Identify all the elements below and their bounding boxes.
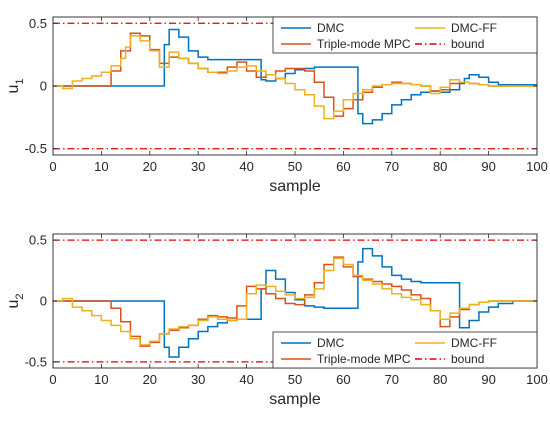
y-tick-label: 0 [40,294,47,309]
x-tick-label: 40 [239,372,253,387]
legend-label-dmc: DMC [317,21,345,35]
y-axis-label-subscript: 2 [14,293,26,299]
legend-label-bound: bound [451,352,484,366]
y-tick-label: 0 [40,79,47,94]
legend-label-triple-mode-mpc: Triple-mode MPC [317,352,411,366]
y-tick-label: -0.5 [25,354,47,369]
x-tick-label: 10 [94,372,108,387]
x-tick-label: 100 [526,372,548,387]
y-tick-label: 0.5 [29,233,47,248]
x-tick-label: 0 [49,372,56,387]
x-tick-label: 80 [433,159,447,174]
series-dmc-ff-line [53,35,537,120]
legend: DMC DMC-FF Triple-mode MPC bound [272,331,538,369]
y-axis-label: u1 [5,78,26,93]
legend-label-triple-mode-mpc: Triple-mode MPC [317,37,411,51]
y-axis-label: u2 [5,293,26,308]
x-tick-label: 30 [191,372,205,387]
legend-label-bound: bound [451,37,484,51]
x-tick-label: 20 [143,372,157,387]
chart-panel-1: 0 10 20 30 40 50 60 70 80 90 100-0.500.5sampleu1DM… [5,16,548,195]
x-tick-label: 70 [385,372,399,387]
x-tick-label: 10 [94,159,108,174]
x-tick-label: 30 [191,159,205,174]
x-tick-label: 0 [49,159,56,174]
legend-label-dmc-ff: DMC-FF [451,21,497,35]
x-tick-label: 20 [143,159,157,174]
x-tick-label: 60 [336,159,350,174]
y-tick-label: -0.5 [25,141,47,156]
chart-panel-2: 0 10 20 30 40 50 60 70 80 90 100-0.500.5sampleu2DM… [5,233,548,408]
y-axis-label-subscript: 1 [14,78,26,84]
x-axis-label: sample [269,178,321,195]
series-triple-mode-mpc-line [53,32,537,117]
series-dmc-ff-line [53,257,537,346]
legend-box [272,331,538,369]
x-tick-label: 70 [385,159,399,174]
x-tick-label: 100 [526,159,548,174]
x-tick-label: 50 [288,372,302,387]
y-axis-label-main: u [5,85,22,94]
legend-label-dmc-ff: DMC-FF [451,336,497,350]
legend-label-dmc: DMC [317,336,345,350]
x-tick-label: 50 [288,159,302,174]
x-tick-label: 40 [239,159,253,174]
series-dmc-line [53,247,537,358]
x-tick-label: 60 [336,372,350,387]
x-axis-label: sample [269,391,321,408]
x-tick-label: 90 [481,159,495,174]
x-tick-label: 80 [433,372,447,387]
legend-box [272,16,538,54]
y-axis-label-main: u [5,300,22,309]
legend: DMC DMC-FF Triple-mode MPC bound [272,16,538,54]
y-tick-label: 0.5 [29,16,47,31]
x-tick-label: 90 [481,372,495,387]
